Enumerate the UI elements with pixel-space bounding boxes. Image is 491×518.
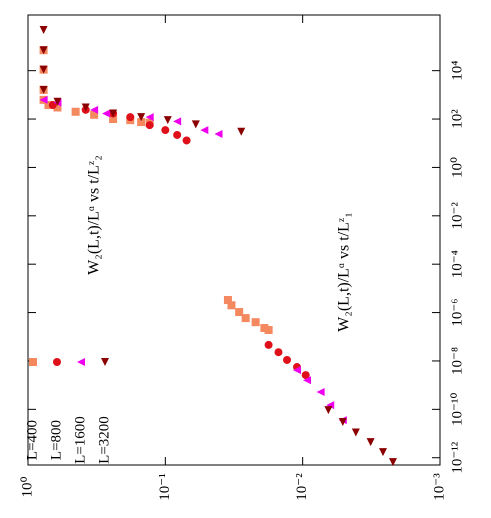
y-tick-label: 10⁻³ xyxy=(431,473,447,501)
data-point xyxy=(163,116,172,125)
data-point xyxy=(388,458,397,467)
data-point xyxy=(251,318,260,327)
legend-marker xyxy=(53,358,61,366)
data-point xyxy=(137,113,146,122)
data-point xyxy=(237,127,246,136)
data-point xyxy=(200,126,209,135)
data-point xyxy=(379,448,388,457)
plot-frame xyxy=(27,14,441,466)
data-point xyxy=(145,113,154,122)
data-point xyxy=(126,113,135,122)
data-point xyxy=(109,109,118,118)
data-point xyxy=(316,388,325,397)
data-point xyxy=(39,95,48,104)
data-point xyxy=(338,417,347,426)
data-point xyxy=(223,296,232,305)
data-point xyxy=(81,103,90,112)
annotation: W₂(L,t)/Lᵅ vs t/Lᶻ₂ xyxy=(86,155,103,275)
data-point xyxy=(235,308,244,317)
data-point xyxy=(366,438,375,447)
data-point xyxy=(173,117,182,126)
legend-label: L=800 xyxy=(48,420,64,460)
data-point xyxy=(227,301,236,310)
data-point xyxy=(39,65,48,74)
data-point xyxy=(137,118,146,127)
data-point xyxy=(90,105,99,114)
data-point xyxy=(53,97,62,106)
data-point xyxy=(109,115,118,124)
data-point xyxy=(241,314,250,323)
x-tick-label: 10⁻¹⁰ xyxy=(449,393,465,426)
legend-label: L=3200 xyxy=(96,416,112,464)
y-tick-label: 10⁻¹ xyxy=(157,473,173,500)
x-tick-label: 10⁰ xyxy=(449,157,465,178)
data-point xyxy=(90,110,99,119)
x-tick-label: 10⁻² xyxy=(449,202,465,230)
data-point xyxy=(161,126,170,135)
legend-marker xyxy=(29,358,37,366)
data-point xyxy=(264,326,273,335)
data-point xyxy=(71,107,80,116)
data-point xyxy=(44,101,53,110)
data-point xyxy=(39,46,48,55)
y-tick-label: 10⁻² xyxy=(294,473,310,501)
legend-marker xyxy=(77,358,85,366)
x-tick-label: 10⁻⁴ xyxy=(449,250,465,278)
data-point xyxy=(324,406,333,415)
data-point xyxy=(292,366,301,375)
data-point xyxy=(102,109,111,118)
y-tick-label: 10⁰ xyxy=(19,476,35,497)
data-point xyxy=(274,348,283,357)
x-tick-label: 10⁻¹² xyxy=(449,441,465,473)
x-tick-label: 10⁴ xyxy=(449,61,465,81)
x-tick-label: 10² xyxy=(449,109,465,129)
legend-label: L=1600 xyxy=(72,416,88,464)
data-point xyxy=(283,355,292,364)
data-point xyxy=(173,130,182,139)
data-point xyxy=(53,103,62,112)
data-point xyxy=(214,130,223,139)
data-point xyxy=(301,371,310,380)
data-point xyxy=(326,401,335,410)
data-point xyxy=(351,428,360,437)
data-point xyxy=(260,324,269,333)
data-point xyxy=(39,25,48,34)
annotation: W₂(L,t)/Lᵅ vs t/Lᶻ₁ xyxy=(336,212,353,332)
data-point xyxy=(191,120,200,129)
data-point xyxy=(182,136,191,145)
x-tick-label: 10⁻⁸ xyxy=(449,347,465,375)
data-point xyxy=(39,85,48,94)
data-point xyxy=(302,376,311,385)
data-point xyxy=(145,121,154,130)
legend-label: L=400 xyxy=(24,420,40,460)
legend-marker xyxy=(101,358,109,366)
x-tick-label: 10⁻⁶ xyxy=(449,298,465,326)
data-point xyxy=(264,340,273,349)
